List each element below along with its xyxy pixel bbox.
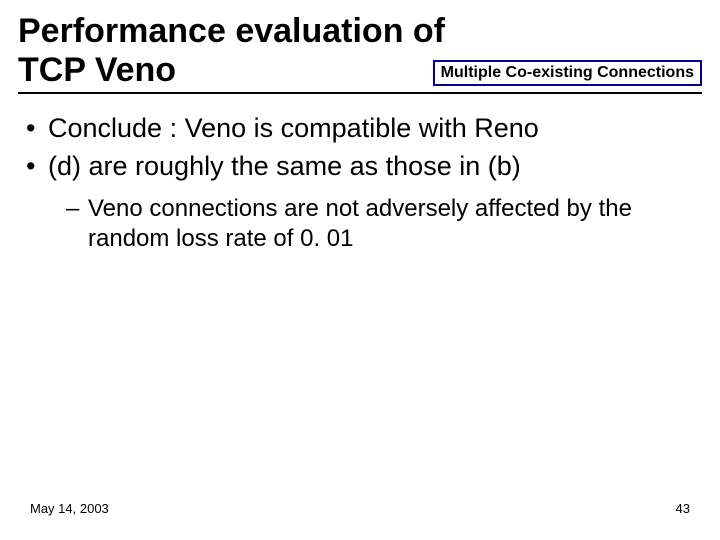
bullet-list: Conclude : Veno is compatible with Reno … [22, 112, 702, 254]
title-block: Performance evaluation of TCP Veno Multi… [18, 12, 702, 94]
footer-date: May 14, 2003 [30, 501, 109, 516]
title-line-2: TCP Veno [18, 51, 176, 89]
bullet-item: (d) are roughly the same as those in (b)… [22, 150, 702, 254]
sub-bullet-item: Veno connections are not adversely affec… [64, 194, 702, 254]
bullet-text: (d) are roughly the same as those in (b) [48, 151, 521, 181]
bullet-item: Conclude : Veno is compatible with Reno [22, 112, 702, 146]
sub-bullet-list: Veno connections are not adversely affec… [64, 194, 702, 254]
slide: Performance evaluation of TCP Veno Multi… [0, 0, 720, 540]
title-line-1: Performance evaluation of [18, 12, 445, 50]
subtitle-box: Multiple Co-existing Connections [433, 60, 702, 86]
footer-page-number: 43 [676, 501, 690, 516]
